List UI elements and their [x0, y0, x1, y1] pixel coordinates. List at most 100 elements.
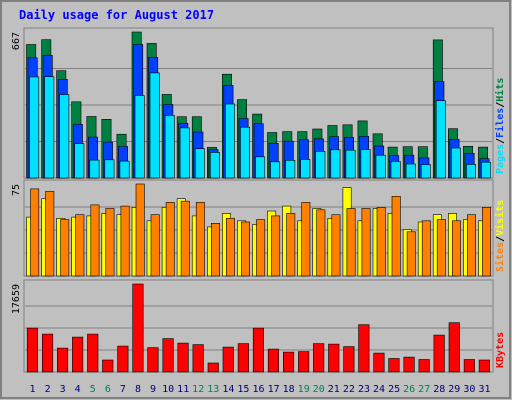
- sites-bar: [241, 221, 250, 277]
- panel-3: 17659 KBytes: [11, 279, 506, 373]
- sites-bar: [75, 214, 85, 277]
- x-tick-label: 25: [388, 384, 400, 395]
- y-max-label: 75: [11, 184, 22, 196]
- x-tick-label: 27: [418, 384, 430, 395]
- pages-bar: [466, 164, 476, 179]
- pages-bar: [225, 103, 235, 179]
- legend: Pages/Files/Hits: [494, 78, 506, 174]
- sites-bar: [391, 196, 401, 277]
- pages-bar: [270, 161, 281, 179]
- kbytes-bar: [328, 343, 340, 373]
- pages-bar: [29, 76, 40, 179]
- sites-bar: [376, 207, 386, 277]
- kbytes-bar: [41, 333, 54, 373]
- sites-bar: [211, 223, 220, 277]
- kbytes-bar: [132, 283, 144, 373]
- sites-bar: [45, 191, 55, 277]
- kbytes-bar: [403, 356, 415, 373]
- y-max-label: 17659: [11, 284, 22, 314]
- kbytes-bar: [222, 346, 234, 373]
- sites-bar: [120, 205, 130, 277]
- sites-bar: [286, 213, 296, 277]
- sites-bar: [135, 183, 145, 277]
- kbytes-bar: [162, 338, 174, 373]
- pages-bar: [134, 95, 145, 179]
- x-tick-label: 1: [29, 384, 35, 395]
- pages-bar: [104, 159, 115, 179]
- sites-bar: [467, 214, 476, 277]
- kbytes-bar: [478, 359, 490, 373]
- pages-bar: [450, 147, 461, 179]
- legend-item-kbytes: KBytes: [495, 332, 506, 368]
- sites-bar: [301, 202, 311, 277]
- pages-bar: [315, 151, 326, 179]
- pages-bar: [210, 152, 220, 179]
- kbytes-bar: [72, 336, 84, 373]
- x-tick-label: 24: [373, 384, 385, 395]
- legend-item-visits: Visits: [494, 200, 506, 236]
- sites-bar: [271, 215, 281, 277]
- x-tick-label: 19: [298, 384, 310, 395]
- kbytes-bar: [298, 351, 310, 373]
- sites-bar: [180, 200, 190, 277]
- chart-panels: 667 Pages/Files/Hits 75 Sites/Visits 17659 KB…: [11, 27, 506, 373]
- pages-bar: [360, 149, 371, 179]
- legend: KBytes: [495, 332, 506, 368]
- y-max-label: 667: [11, 32, 22, 50]
- x-tick-label: 3: [60, 384, 66, 395]
- x-tick-label: 26: [403, 384, 415, 395]
- x-tick-label: 2: [45, 384, 51, 395]
- kbytes-bar: [267, 348, 280, 373]
- kbytes-bar: [313, 343, 325, 373]
- x-tick-label: 13: [207, 384, 219, 395]
- pages-bar: [481, 161, 491, 179]
- sites-bar: [105, 208, 115, 277]
- sites-bar: [361, 208, 371, 277]
- x-tick-label: 14: [222, 384, 234, 395]
- kbytes-bar: [177, 342, 189, 373]
- pages-bar: [255, 156, 266, 179]
- kbytes-bar: [463, 359, 475, 373]
- legend-item-hits: Hits: [494, 78, 506, 102]
- pages-bar: [119, 160, 130, 179]
- pages-bar: [179, 127, 190, 179]
- sites-bar: [165, 202, 175, 277]
- pages-bar: [390, 161, 401, 179]
- sites-bar: [60, 219, 70, 277]
- x-tick-label: 6: [105, 384, 111, 395]
- kbytes-bar: [237, 343, 249, 373]
- kbytes-bar: [207, 362, 219, 373]
- kbytes-bar: [433, 334, 445, 373]
- kbytes-bar: [282, 351, 295, 373]
- x-tick-label: 29: [448, 384, 460, 395]
- kbytes-bar: [373, 352, 385, 373]
- pages-bar: [164, 115, 175, 179]
- kbytes-bar: [448, 322, 460, 373]
- pages-bar: [44, 76, 55, 179]
- kbytes-bar: [26, 327, 39, 373]
- sites-bar: [482, 207, 491, 277]
- x-axis-labels: 1 2 3 4 5 6 7 8 9 10 11 12 13 14 15 16 17 18 19 20 21 22 23 24 2…: [29, 384, 490, 395]
- pages-bar: [405, 163, 416, 179]
- sites-bar: [331, 214, 341, 277]
- sites-bar: [30, 188, 40, 277]
- pages-bar: [89, 159, 100, 179]
- kbytes-bar: [418, 359, 430, 373]
- legend: Sites/Visits: [494, 200, 506, 272]
- chart-title: Daily usage for August 2017: [19, 8, 214, 22]
- pages-bar: [345, 149, 356, 179]
- sites-bar: [256, 219, 266, 277]
- kbytes-bar: [358, 324, 370, 373]
- x-tick-label: 18: [283, 384, 295, 395]
- x-tick-label: 31: [478, 384, 490, 395]
- sites-bar: [346, 208, 356, 277]
- sites-bar: [195, 202, 205, 277]
- x-tick-label: 20: [313, 384, 325, 395]
- kbytes-bar: [388, 358, 400, 373]
- x-tick-label: 10: [162, 384, 174, 395]
- pages-bar: [194, 148, 205, 179]
- pages-bar: [74, 143, 85, 179]
